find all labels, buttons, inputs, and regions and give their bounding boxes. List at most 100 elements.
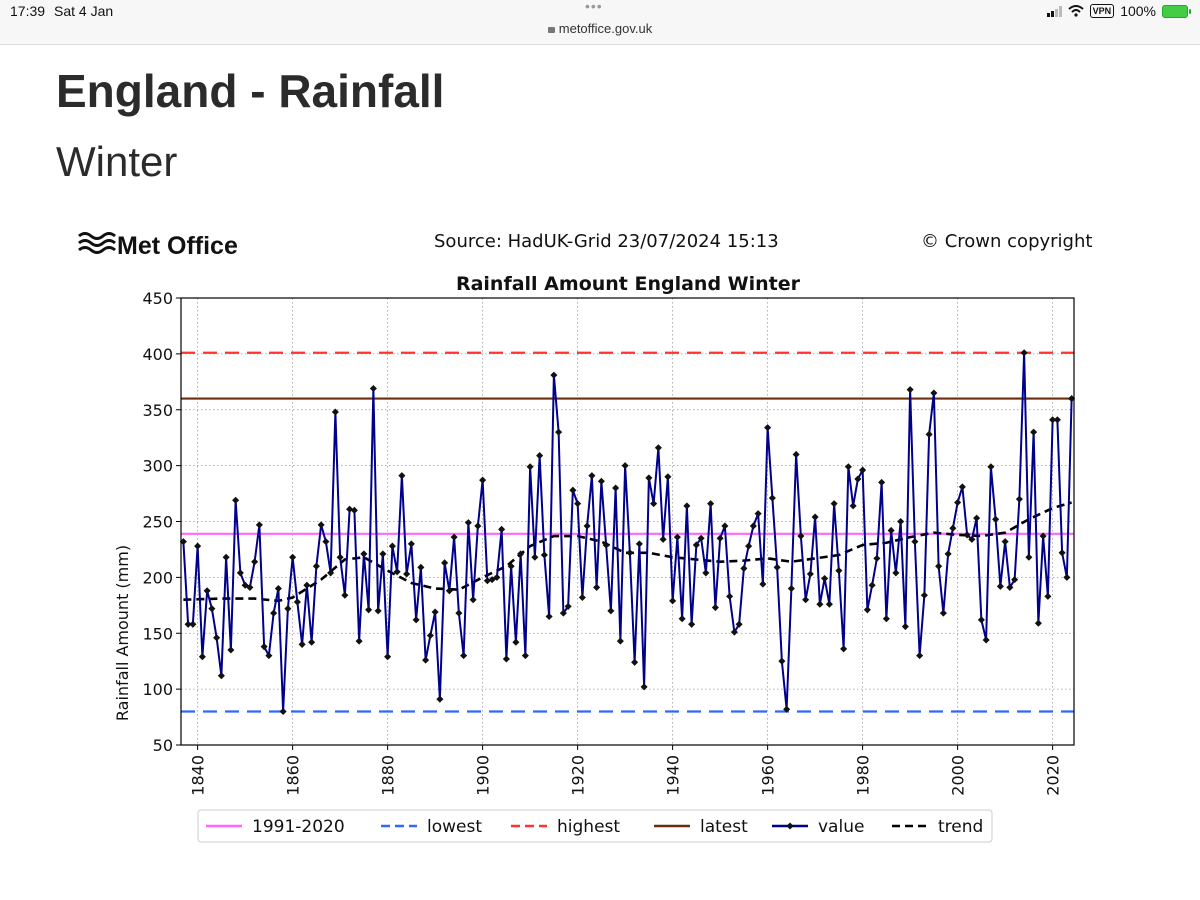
x-tick-label: 1920 xyxy=(569,755,588,796)
value-point xyxy=(203,587,211,595)
value-point xyxy=(621,462,629,470)
value-point xyxy=(574,500,582,508)
value-point xyxy=(284,605,292,613)
value-point xyxy=(740,564,748,572)
value-point xyxy=(702,569,710,577)
value-point xyxy=(303,581,311,589)
value-point xyxy=(559,609,567,617)
value-point xyxy=(778,657,786,665)
value-point xyxy=(1015,495,1023,503)
value-point xyxy=(374,607,382,615)
value-point xyxy=(293,598,301,606)
page-title: England - Rainfall xyxy=(56,65,445,117)
value-point xyxy=(222,553,230,561)
value-point xyxy=(602,541,610,549)
value-point xyxy=(393,568,401,576)
url-text: metoffice.gov.uk xyxy=(558,21,653,36)
value-point xyxy=(369,384,377,393)
value-point xyxy=(255,521,263,529)
value-point xyxy=(426,631,434,640)
value-point xyxy=(521,652,529,660)
legend-box xyxy=(197,809,993,843)
address-bar[interactable]: metoffice.gov.uk xyxy=(0,21,1200,36)
value-point xyxy=(208,605,216,613)
value-point xyxy=(1020,349,1028,357)
value-point xyxy=(764,424,772,432)
value-point xyxy=(840,645,848,653)
x-tick-label: 2020 xyxy=(1044,755,1063,796)
y-tick-label: 350 xyxy=(142,401,173,420)
value-point xyxy=(664,473,672,481)
value-point xyxy=(669,597,677,605)
battery-percent: 100% xyxy=(1120,3,1156,19)
value-point xyxy=(569,486,577,494)
value-point xyxy=(417,563,425,571)
x-tick-label: 1860 xyxy=(284,755,303,796)
value-point xyxy=(346,505,354,513)
menu-dots-icon[interactable]: ••• xyxy=(585,0,603,14)
value-point xyxy=(859,466,867,474)
legend-label-latest: latest xyxy=(700,817,748,837)
value-point xyxy=(308,638,316,646)
value-point xyxy=(327,569,335,577)
value-point xyxy=(388,542,396,550)
value-point xyxy=(650,500,658,508)
value-point xyxy=(697,534,705,542)
status-bar: 17:39 Sat 4 Jan ••• metoffice.gov.uk VPN… xyxy=(0,0,1200,45)
value-point xyxy=(730,628,738,636)
value-point xyxy=(626,549,634,557)
value-point xyxy=(498,525,506,533)
value-point xyxy=(341,591,349,599)
value-point xyxy=(379,550,387,558)
value-point xyxy=(1053,416,1061,424)
value-point xyxy=(802,596,810,604)
value-point xyxy=(882,615,890,623)
battery-icon xyxy=(1162,4,1191,18)
value-point xyxy=(236,569,244,577)
value-point xyxy=(996,582,1004,590)
value-point xyxy=(683,502,691,510)
value-point xyxy=(721,522,729,530)
value-point xyxy=(654,444,662,452)
value-point xyxy=(550,371,558,379)
vpn-badge: VPN xyxy=(1089,4,1115,18)
value-point xyxy=(1030,428,1038,436)
y-tick-label: 150 xyxy=(142,624,173,643)
chart-brand: Met Office xyxy=(117,232,238,260)
value-point xyxy=(982,636,990,644)
value-point xyxy=(735,620,743,628)
value-point xyxy=(1063,573,1071,581)
value-point xyxy=(422,656,430,664)
wifi-icon xyxy=(1068,5,1084,17)
value-point xyxy=(189,620,197,628)
value-point xyxy=(317,521,325,529)
value-point xyxy=(360,550,368,558)
value-point xyxy=(958,483,966,491)
value-point xyxy=(930,389,938,397)
value-point xyxy=(787,585,795,593)
value-point xyxy=(312,562,320,570)
value-point xyxy=(640,683,648,691)
value-point xyxy=(578,593,586,602)
y-tick-label: 300 xyxy=(142,457,173,476)
value-point xyxy=(322,538,330,546)
value-point xyxy=(688,620,696,628)
value-point xyxy=(783,705,791,713)
legend-label-highest: highest xyxy=(557,817,620,837)
value-point xyxy=(412,616,420,624)
value-point xyxy=(493,573,501,581)
value-point xyxy=(464,519,472,527)
value-point xyxy=(179,538,187,546)
value-point xyxy=(246,583,254,591)
value-point xyxy=(692,541,700,549)
value-point xyxy=(963,531,971,539)
value-point xyxy=(555,428,563,436)
status-time: 17:39 xyxy=(10,3,46,19)
page-subtitle: Winter xyxy=(56,138,178,185)
value-point xyxy=(540,551,548,559)
value-point xyxy=(336,553,344,561)
value-point xyxy=(977,616,985,624)
value-point xyxy=(1011,576,1019,584)
value-point xyxy=(232,496,240,504)
legend-marker-value xyxy=(786,822,794,830)
